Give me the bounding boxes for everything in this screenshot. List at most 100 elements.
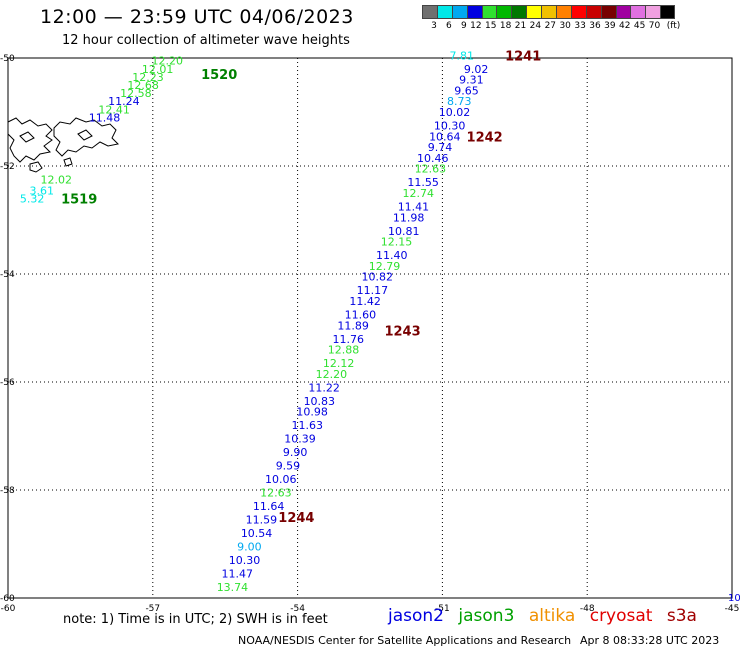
scale-label: 3 [431, 21, 437, 31]
y-tick-label: -52 [0, 162, 15, 172]
wave-height-label: 10.06 [265, 473, 297, 486]
wave-height-label: 10.81 [388, 225, 420, 238]
wave-height-label: 11.98 [393, 211, 425, 224]
plot-frame [7, 57, 733, 599]
credit-date: Apr 8 08:33:28 UTC 2023 [580, 634, 720, 647]
scale-label: 42 [619, 21, 631, 31]
scale-swatch [556, 5, 571, 19]
scale-label: 24 [529, 21, 542, 31]
wave-height-label: 11.64 [253, 500, 285, 513]
wave-height-label: 12.88 [328, 344, 360, 357]
island-coastline [7, 117, 53, 163]
legend-altika: altika [528, 606, 576, 626]
scale-unit: (ft) [666, 21, 681, 31]
scale-label: 9 [460, 21, 467, 31]
wave-height-label: 10.30 [434, 120, 466, 133]
legend-jason3: jason3 [458, 606, 515, 626]
x-tick-label: -60 [1, 604, 16, 614]
wave-height-label: 11.47 [222, 568, 254, 581]
x-tick-label: -54 [290, 604, 305, 614]
wave-height-label: 12.20 [316, 368, 348, 381]
scale-swatch [436, 5, 452, 19]
wave-height-label: 12.68 [127, 79, 159, 92]
scale-label: 21 [514, 21, 527, 31]
scale-label: 45 [633, 21, 646, 31]
island-coastline [19, 131, 35, 143]
x-tick-label: -57 [145, 604, 160, 614]
wave-height-label: 11.42 [349, 295, 381, 308]
wave-height-label: 12.20 [152, 55, 184, 68]
legend-s3a: s3a [666, 606, 697, 626]
island-coastline [29, 161, 43, 173]
y-tick-label: -60 [0, 594, 15, 604]
wave-height-label: 5.32 [20, 192, 45, 205]
scale-label: 39 [604, 21, 616, 31]
x-tick-label: -51 [435, 604, 450, 614]
chart-title: 12:00 — 23:59 UTC 04/06/2023 [40, 6, 354, 28]
scale-swatch [526, 5, 542, 19]
scale-label: 33 [574, 21, 586, 31]
y-tick-label: -50 [0, 54, 15, 64]
wave-height-label: 12.01 [142, 63, 174, 76]
island-coastline [63, 157, 73, 167]
wave-height-label: 11.48 [89, 111, 121, 124]
chart-subtitle: 12 hour collection of altimeter wave hei… [62, 33, 350, 48]
wave-height-label: 7.81 [449, 49, 474, 62]
scale-label: 15 [485, 21, 497, 31]
satellite-legend: jason2 jason3 altika cryosat s3a [388, 606, 706, 626]
wave-height-label: 11.41 [398, 201, 430, 214]
wave-height-label: 9.02 [464, 63, 489, 76]
footer-note: note: 1) Time is in UTC; 2) SWH is in fe… [63, 612, 328, 627]
scale-swatch [630, 5, 646, 19]
wave-height-label: 12.74 [403, 187, 435, 200]
wave-height-label: 10.83 [304, 395, 336, 408]
x-tick-label: -48 [580, 604, 595, 614]
track-time-label: 1241 [505, 49, 541, 64]
scale-label: 6 [446, 21, 452, 31]
scale-label: 36 [589, 21, 601, 31]
wave-height-map: -60 -57 -54 -51 -48 -45 -50 -52 -54 -56 -58 -60 10 12… [0, 49, 740, 614]
wave-height-label: 9.65 [454, 84, 479, 97]
wave-height-label: 12.23 [132, 71, 164, 84]
scale-swatch [496, 5, 512, 19]
wave-height-label: 9.31 [459, 74, 484, 87]
wave-height-label: 12.63 [260, 487, 292, 500]
color-scale-legend: 3 6 9 12 15 18 21 24 27 30 33 36 39 42 45 70 (ft) [422, 5, 680, 31]
wave-height-label: 11.17 [357, 284, 389, 297]
wave-height-label: 12.12 [323, 357, 355, 370]
wave-height-label: 11.40 [376, 249, 408, 262]
wave-height-label: 11.55 [407, 176, 439, 189]
wave-height-label: 10.30 [229, 554, 261, 567]
wave-height-label: 12.63 [415, 163, 447, 176]
scale-label: 12 [470, 21, 482, 31]
scale-swatch [466, 5, 482, 19]
wave-height-label: 11.76 [333, 333, 365, 346]
track-time-label: 1244 [278, 511, 314, 526]
y-tick-label: -56 [0, 378, 15, 388]
scale-label: 18 [499, 21, 512, 31]
track-time-label: 1520 [201, 68, 237, 83]
wave-height-label: 12.02 [41, 174, 73, 187]
wave-height-label: 12.15 [381, 236, 413, 249]
credit-line: NOAA/NESDIS Center for Satellite Applica… [238, 634, 572, 647]
wave-height-label: 9.90 [283, 446, 308, 459]
track-time-label: 1519 [61, 192, 97, 207]
scale-swatch [615, 5, 631, 19]
wave-height-label: 10.46 [417, 152, 449, 165]
wave-height-label: 3.61 [30, 184, 55, 197]
scale-swatch [570, 5, 586, 19]
track-time-label: 1243 [384, 325, 420, 340]
wave-height-label: 10.82 [361, 271, 393, 284]
wave-height-label: 9.59 [276, 460, 301, 473]
color-scale-labels: 3 6 9 12 15 18 21 24 27 30 33 36 39 42 45 70 (ft) [422, 19, 680, 31]
wave-height-label: 13.74 [217, 581, 249, 594]
wave-height-label: 11.63 [292, 419, 324, 432]
wave-height-label: 11.24 [108, 95, 140, 108]
color-scale-swatches [422, 5, 680, 19]
legend-cryosat: cryosat [589, 606, 653, 626]
scale-swatch [511, 5, 527, 19]
wave-height-label: 10.54 [241, 527, 273, 540]
legend-jason2: jason2 [388, 606, 444, 626]
island-coastline [77, 129, 93, 141]
wave-height-label: 12.79 [369, 260, 401, 273]
